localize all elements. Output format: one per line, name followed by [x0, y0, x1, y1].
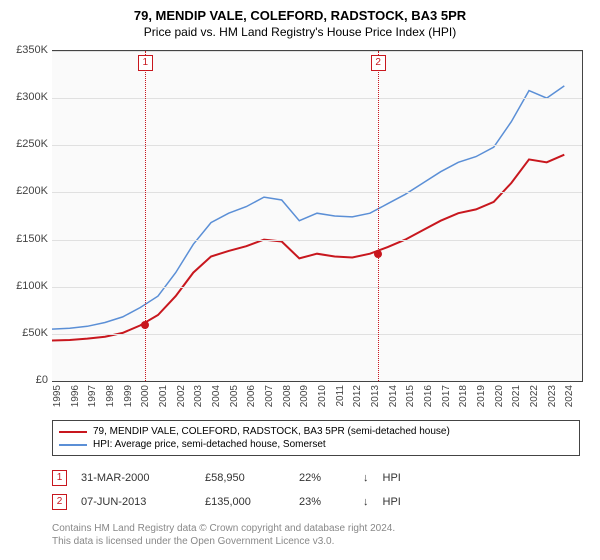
sale-pct: 22% [299, 472, 349, 484]
y-axis-label: £300K [3, 91, 48, 103]
series-hpi [52, 86, 564, 329]
x-axis-label: 2001 [158, 385, 169, 407]
x-axis-label: 2010 [317, 385, 328, 407]
x-axis-label: 2013 [370, 385, 381, 407]
x-axis-label: 2016 [423, 385, 434, 407]
chart-marker-label: 2 [371, 55, 386, 71]
y-axis-label: £150K [3, 233, 48, 245]
x-axis-label: 2004 [211, 385, 222, 407]
sale-pct: 23% [299, 496, 349, 508]
sale-tag: HPI [383, 496, 401, 508]
series-property [52, 155, 564, 341]
chart-svg [52, 51, 582, 381]
sale-tag: HPI [383, 472, 401, 484]
x-axis-label: 2024 [564, 385, 575, 407]
legend-swatch [59, 431, 87, 433]
legend-item: 79, MENDIP VALE, COLEFORD, RADSTOCK, BA3… [59, 425, 573, 438]
x-axis-label: 2012 [352, 385, 363, 407]
x-axis-label: 2018 [458, 385, 469, 407]
sale-marker: 1 [52, 470, 67, 486]
y-axis-label: £100K [3, 280, 48, 292]
x-axis-label: 2000 [140, 385, 151, 407]
sales-row: 2 07-JUN-2013 £135,000 23% ↓ HPI [52, 490, 401, 514]
legend-item: HPI: Average price, semi-detached house,… [59, 438, 573, 451]
x-axis-label: 1995 [52, 385, 63, 407]
footer-line: This data is licensed under the Open Gov… [52, 535, 395, 548]
x-axis-label: 2021 [511, 385, 522, 407]
sale-price: £58,950 [205, 472, 285, 484]
plot-area: 12 [52, 50, 583, 382]
y-axis-label: £350K [3, 44, 48, 56]
x-axis-label: 2007 [264, 385, 275, 407]
chart-marker-dot [141, 321, 149, 329]
sale-date: 07-JUN-2013 [81, 496, 191, 508]
chart-marker-label: 1 [138, 55, 153, 71]
legend-label: HPI: Average price, semi-detached house,… [93, 439, 326, 450]
chart-subtitle: Price paid vs. HM Land Registry's House … [0, 23, 600, 45]
legend-swatch [59, 444, 87, 446]
y-axis-label: £0 [3, 374, 48, 386]
x-axis-label: 2017 [441, 385, 452, 407]
chart-title: 79, MENDIP VALE, COLEFORD, RADSTOCK, BA3… [0, 0, 600, 23]
y-axis-label: £250K [3, 138, 48, 150]
sale-price: £135,000 [205, 496, 285, 508]
x-axis-label: 2014 [388, 385, 399, 407]
sale-date: 31-MAR-2000 [81, 472, 191, 484]
x-axis-label: 2015 [405, 385, 416, 407]
arrow-down-icon: ↓ [363, 496, 369, 508]
x-axis-label: 1997 [87, 385, 98, 407]
arrow-down-icon: ↓ [363, 472, 369, 484]
chart-marker-dot [374, 250, 382, 258]
x-axis-label: 2009 [299, 385, 310, 407]
y-axis-label: £50K [3, 327, 48, 339]
x-axis-label: 2003 [193, 385, 204, 407]
y-axis-label: £200K [3, 185, 48, 197]
sales-row: 1 31-MAR-2000 £58,950 22% ↓ HPI [52, 466, 401, 490]
sales-table: 1 31-MAR-2000 £58,950 22% ↓ HPI 2 07-JUN… [52, 466, 401, 514]
sale-marker: 2 [52, 494, 67, 510]
x-axis-label: 2002 [176, 385, 187, 407]
x-axis-label: 2008 [282, 385, 293, 407]
legend: 79, MENDIP VALE, COLEFORD, RADSTOCK, BA3… [52, 420, 580, 456]
x-axis-label: 2005 [229, 385, 240, 407]
footer: Contains HM Land Registry data © Crown c… [52, 522, 395, 548]
x-axis-label: 2006 [246, 385, 257, 407]
footer-line: Contains HM Land Registry data © Crown c… [52, 522, 395, 535]
chart-container: 79, MENDIP VALE, COLEFORD, RADSTOCK, BA3… [0, 0, 600, 560]
x-axis-label: 2022 [529, 385, 540, 407]
x-axis-label: 1999 [123, 385, 134, 407]
x-axis-label: 2019 [476, 385, 487, 407]
x-axis-label: 2020 [494, 385, 505, 407]
x-axis-label: 2011 [335, 385, 346, 407]
x-axis-label: 2023 [547, 385, 558, 407]
legend-label: 79, MENDIP VALE, COLEFORD, RADSTOCK, BA3… [93, 426, 450, 437]
x-axis-label: 1998 [105, 385, 116, 407]
x-axis-label: 1996 [70, 385, 81, 407]
